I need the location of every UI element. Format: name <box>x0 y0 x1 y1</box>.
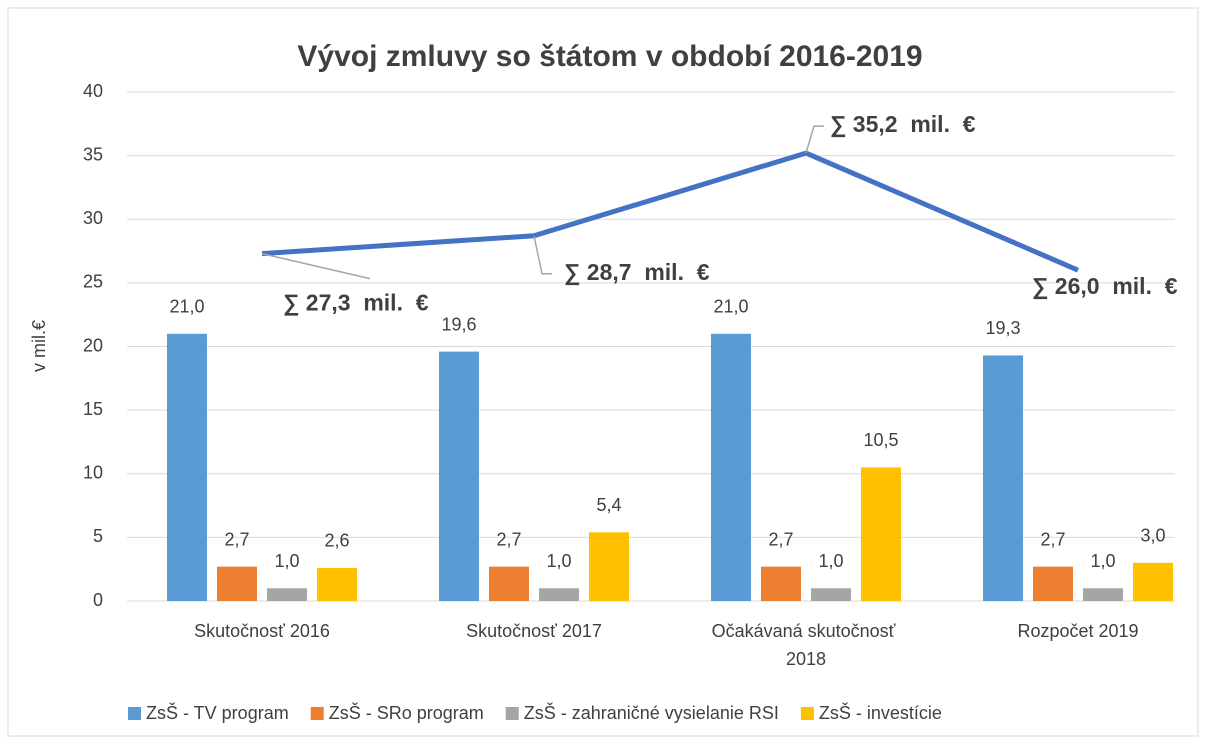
y-tick-label: 5 <box>93 526 103 546</box>
bar <box>861 467 901 601</box>
total-label: ∑ 26,0 mil. € <box>1032 273 1178 300</box>
bar <box>489 566 529 601</box>
data-label: 1,0 <box>274 551 299 571</box>
data-label: 1,0 <box>1090 551 1115 571</box>
bar <box>317 567 357 601</box>
legend-swatch <box>128 707 141 720</box>
data-label: 5,4 <box>596 495 621 515</box>
data-label: 10,5 <box>863 430 898 450</box>
leader-line <box>533 235 552 275</box>
y-tick-label: 10 <box>83 463 103 483</box>
data-label: 21,0 <box>169 297 204 317</box>
bar <box>761 566 801 601</box>
x-tick-label: Očakávaná skutočnosť 2018 <box>712 621 901 669</box>
y-axis-label: v mil.€ <box>29 320 49 372</box>
y-tick-label: 0 <box>93 590 103 610</box>
legend-label: ZsŠ - TV program <box>146 702 289 723</box>
y-tick-label: 30 <box>83 208 103 228</box>
y-tick-label: 25 <box>83 272 103 292</box>
data-label: 21,0 <box>713 297 748 317</box>
bar <box>983 355 1023 601</box>
data-label: 1,0 <box>818 551 843 571</box>
bar <box>267 588 307 601</box>
bar <box>1083 588 1123 601</box>
legend-swatch <box>505 707 519 720</box>
legend-label: ZsŠ - investície <box>819 702 942 723</box>
data-label: 2,7 <box>1040 529 1065 549</box>
leader-line <box>805 125 824 154</box>
bar <box>589 532 629 601</box>
bar <box>217 566 257 601</box>
total-label: ∑ 27,3 mil. € <box>283 290 429 317</box>
data-label: 19,6 <box>441 314 476 334</box>
bar <box>1133 562 1173 601</box>
data-label: 19,3 <box>985 318 1020 338</box>
y-tick-label: 40 <box>83 81 103 101</box>
total-label: ∑ 35,2 mil. € <box>830 111 976 138</box>
data-label: 3,0 <box>1140 526 1165 546</box>
bar <box>167 333 207 601</box>
y-tick-label: 20 <box>83 335 103 355</box>
legend-swatch <box>800 707 814 720</box>
bar <box>711 333 751 601</box>
data-label: 2,7 <box>224 529 249 549</box>
data-label: 2,7 <box>496 529 521 549</box>
x-tick-label: Skutočnosť 2017 <box>466 621 602 641</box>
bar <box>1033 566 1073 601</box>
data-label: 1,0 <box>546 551 571 571</box>
total-label: ∑ 28,7 mil. € <box>564 259 710 286</box>
data-label: 2,6 <box>324 531 349 551</box>
bar <box>439 351 479 601</box>
bar <box>539 588 579 601</box>
y-tick-label: 15 <box>83 399 103 419</box>
total-line <box>261 150 1079 273</box>
bar <box>811 588 851 601</box>
x-tick-label: Skutočnosť 2016 <box>194 621 330 641</box>
data-label: 2,7 <box>768 529 793 549</box>
y-tick-label: 35 <box>83 144 103 164</box>
legend-swatch <box>310 707 324 720</box>
leader-line <box>261 252 371 280</box>
x-tick-label: Rozpočet 2019 <box>1017 621 1138 641</box>
legend-label: ZsŠ - zahraničné vysielanie RSI <box>524 702 779 723</box>
chart-title: Vývoj zmluvy so štátom v období 2016-201… <box>297 40 922 73</box>
legend-label: ZsŠ - SRo program <box>329 702 484 723</box>
